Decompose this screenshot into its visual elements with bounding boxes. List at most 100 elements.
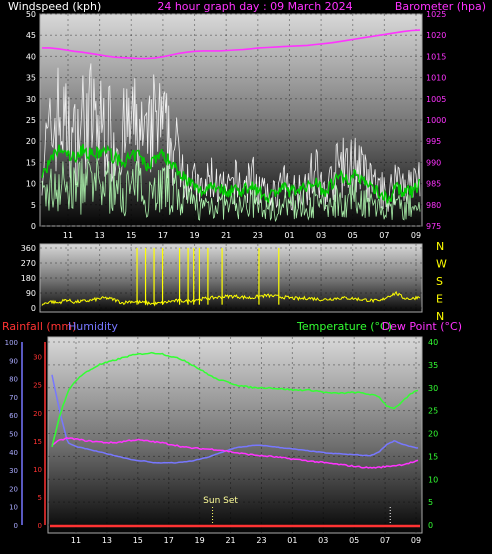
compass-label: S [436,275,443,288]
temperature-axis-title: Temperature (°C) [296,320,392,333]
temperature-hour-tick-label: 21 [225,536,235,545]
wind-gust-series [41,63,421,212]
wind-average-series [41,144,421,205]
temperature-hour-tick-label: 23 [256,536,266,545]
temperature-hour-tick-label: 01 [287,536,297,545]
humidity-tick-labels: 0 10 20 30 40 50 60 70 80 90 100 [5,339,18,530]
temperature-tick-label: 25 [428,407,438,416]
windspeed-tick-label: 0 [31,222,36,231]
humidity-tick-label: 80 [9,376,18,384]
barometer-series [42,29,421,60]
barometer-tick-label: 975 [426,222,441,231]
wind-hour-tick-label: 11 [63,231,73,240]
windspeed-tick-label: 30 [26,95,36,104]
humidity-tick-label: 10 [9,504,18,512]
temperature-series [51,351,419,448]
temperature-hour-tick-label: 15 [133,536,143,545]
barometer-tick-label: 1025 [426,10,446,19]
rainfall-axis-title: Rainfall (mm) [2,320,76,333]
rainfall-tick-label: 25 [33,382,42,390]
temperature-tick-label: 5 [428,498,433,507]
temperature-hour-tick-label: 19 [195,536,205,545]
temperature-tick-labels: 0 5 10 15 20 25 30 35 40 [428,338,438,530]
humidity-axis-title: Humidity [68,320,118,333]
dew-point-axis-title: Dew Point (°C) [382,320,462,333]
wind-hour-tick-label: 17 [158,231,168,240]
barometer-tick-labels: 975 980 985 990 995 1000 1005 1010 1015 1020 1025 [426,10,446,231]
temperature-panel-series [50,351,420,528]
windspeed-tick-label: 20 [26,137,36,146]
humidity-tick-label: 60 [9,412,18,420]
windspeed-tick-label: 25 [26,116,36,125]
direction-panel-grid [40,244,422,312]
compass-label: N [436,310,444,323]
wind-hour-tick-label: 09 [411,231,421,240]
temperature-hour-tick-label: 07 [380,536,390,545]
temperature-hour-tick-label: 03 [318,536,328,545]
windspeed-tick-label: 35 [26,74,36,83]
temperature-tick-label: 30 [428,384,438,393]
humidity-tick-label: 40 [9,449,18,457]
rainfall-tick-label: 20 [33,410,42,418]
temperature-hour-tick-label: 13 [102,536,112,545]
barometer-tick-label: 990 [426,158,441,167]
direction-tick-labels: 0 90 180 270 360 [21,244,36,313]
humidity-series [51,374,419,464]
temperature-tick-label: 0 [428,521,433,530]
barometer-tick-label: 1005 [426,95,446,104]
humidity-tick-label: 90 [9,357,18,365]
compass-label: N [436,240,444,253]
direction-tick-label: 180 [21,274,36,283]
temperature-tick-label: 40 [428,338,438,347]
temperature-tick-label: 35 [428,361,438,370]
wind-hour-tick-label: 21 [221,231,231,240]
humidity-tick-label: 100 [5,339,18,347]
temperature-tick-label: 15 [428,452,438,461]
temperature-hour-tick-labels: 11 13 15 17 19 21 23 01 03 05 07 09 [71,536,421,545]
barometer-tick-label: 1010 [426,74,446,83]
compass-label: E [436,293,443,306]
windspeed-tick-label: 15 [26,158,36,167]
compass-label: W [436,258,447,271]
windspeed-tick-labels: 0 5 10 15 20 25 30 35 40 45 50 [26,10,36,231]
wind-panel-series [41,29,421,223]
wind-direction-series [41,290,421,307]
rainfall-tick-label: 30 [33,354,42,362]
windspeed-tick-label: 10 [26,180,36,189]
barometer-axis-title: Barometer (hpa) [395,0,486,13]
sunset-annotation-group: Sun Set [203,496,391,525]
direction-tick-label: 360 [21,244,36,253]
humidity-tick-label: 70 [9,394,18,402]
humidity-tick-label: 30 [9,467,18,475]
wind-hour-tick-label: 03 [316,231,326,240]
temperature-tick-label: 20 [428,430,438,439]
temperature-hour-tick-label: 05 [349,536,359,545]
sunset-label: Sun Set [203,496,238,506]
wind-hour-tick-label: 07 [379,231,389,240]
direction-tick-label: 0 [31,304,36,313]
direction-tick-label: 90 [26,289,36,298]
barometer-tick-label: 995 [426,137,441,146]
rainfall-tick-label: 10 [33,466,42,474]
wind-hour-tick-label: 19 [189,231,199,240]
rainfall-tick-label: 15 [33,438,42,446]
temperature-hour-tick-label: 11 [71,536,81,545]
temperature-panel-background [47,336,423,534]
wind-hour-tick-label: 15 [126,231,136,240]
wind-hour-tick-label: 01 [284,231,294,240]
windspeed-tick-label: 50 [26,10,36,19]
rainfall-tick-labels: 0 5 10 15 20 25 30 [33,354,42,530]
wind-hour-tick-label: 13 [95,231,105,240]
humidity-tick-label: 0 [14,522,18,530]
windspeed-tick-label: 5 [31,201,36,210]
wind-hour-tick-label: 05 [348,231,358,240]
windspeed-tick-label: 45 [26,31,36,40]
wind-hour-tick-labels: 11 13 15 17 19 21 23 01 03 05 07 09 [63,231,421,240]
rainfall-tick-label: 5 [38,494,42,502]
temperature-hour-tick-label: 17 [164,536,174,545]
